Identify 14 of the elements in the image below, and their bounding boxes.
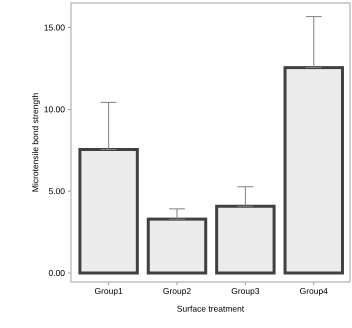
x-tick-label: Group4 [300,288,328,296]
bar [146,218,208,274]
y-tick-label: 10.00 [44,106,65,112]
bar [78,148,139,274]
bar [215,204,276,274]
y-tick-label: 0.00 [48,270,65,276]
y-tick-label: 5.00 [48,188,65,194]
bar [284,66,344,274]
y-axis-title: Microtensile bond strength [32,93,40,192]
x-tick-label: Group3 [232,288,260,296]
x-tick-label: Group2 [163,288,191,296]
y-tick-label: 15.00 [44,24,65,31]
x-axis-title: Surface treatment [177,306,244,312]
x-tick-label: Group1 [94,288,122,296]
